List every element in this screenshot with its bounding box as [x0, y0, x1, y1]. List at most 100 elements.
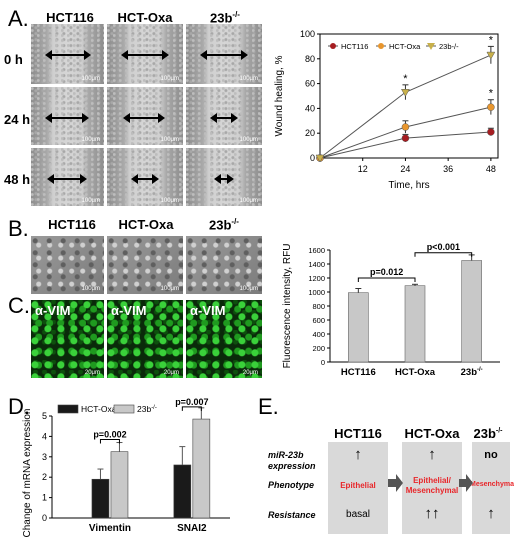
bar	[461, 260, 482, 363]
y-tick-label: 0	[310, 153, 315, 163]
wound-image-hctoxa-24h: 100μm	[107, 87, 183, 145]
wound-image-hct116-24h: 100μm	[31, 87, 104, 145]
data-point	[401, 123, 410, 131]
x-tick-label: HCT116	[341, 367, 376, 378]
y-tick-label: 1	[42, 493, 47, 503]
y-tick-label: 0	[321, 358, 325, 367]
y-tick-label: 4	[42, 431, 47, 441]
p-value-label: p=0.007	[175, 398, 208, 407]
mir-value-23b: no	[484, 449, 498, 461]
x-tick-label: 12	[358, 164, 368, 174]
wound-width-arrow	[200, 50, 248, 60]
phase-image-23b: 100μm	[186, 236, 262, 294]
bar	[404, 285, 426, 363]
wound-healing-line-chart: 0 20 40 60 80 100 12 24 36 48 Time, hrs Wound heali…	[274, 29, 499, 191]
y-tick-label: 800	[312, 302, 325, 311]
phenotype-23b: Mesenchymal	[470, 481, 514, 488]
significance-bracket	[357, 277, 416, 282]
data-point	[487, 128, 495, 136]
scale-bar-label: 100μm	[81, 137, 100, 143]
resistance-hct116: basal	[346, 509, 370, 520]
panel-b-col-hct116: HCT116	[48, 217, 96, 232]
y-tick-label: 3	[42, 452, 47, 462]
wound-width-arrow	[45, 113, 89, 123]
panel-a-col-hct116: HCT116	[46, 10, 94, 25]
wound-width-arrow	[45, 50, 91, 60]
legend-label: HCT-Oxa	[81, 404, 117, 414]
scale-bar-label: 100μm	[239, 137, 258, 143]
bar	[173, 464, 192, 519]
transition-arrow-2	[459, 474, 473, 492]
y-tick-label: 1000	[308, 288, 325, 297]
schematic-box-23b	[472, 442, 510, 534]
x-tick-label: SNAI2	[177, 523, 207, 534]
wound-image-23b-24h: 100μm	[186, 87, 262, 145]
p-value-label: p=0.012	[370, 267, 403, 277]
mir-value-hctoxa: ↑	[428, 446, 436, 463]
wound-width-arrow	[131, 174, 159, 184]
vim-label: α-VIM	[35, 303, 71, 318]
y-tick-label: 200	[312, 344, 325, 353]
legend-marker	[330, 43, 336, 49]
significance-bracket	[181, 406, 202, 411]
x-tick-label: 23b-/-	[461, 367, 483, 378]
scale-bar-label: 100μm	[81, 76, 100, 82]
schematic-header-hctoxa: HCT-Oxa	[404, 426, 460, 441]
significance-star: *	[489, 88, 494, 100]
wound-width-arrow	[121, 50, 169, 60]
phenotype-hctoxa: Epithelial/ Mesenchymal	[405, 476, 459, 495]
significance-star: *	[403, 73, 408, 85]
panel-c-letter: C.	[8, 293, 30, 318]
legend-swatch	[57, 404, 79, 414]
x-tick-label: 24	[400, 164, 410, 174]
panel-b-letter: B.	[8, 216, 29, 241]
scale-bar-label: 100μm	[160, 198, 179, 204]
y-axis-label: Fluorescence intensity, RFU	[282, 244, 293, 369]
y-tick-label: 0	[42, 513, 47, 523]
wound-image-hct116-0h: 100μm	[31, 24, 104, 84]
plot-frame	[319, 33, 499, 159]
significance-bracket	[414, 252, 473, 257]
panel-a-col-23b: 23b-/-	[210, 10, 240, 26]
panel-b-col-hctoxa: HCT-Oxa	[118, 217, 174, 232]
wound-image-hctoxa-0h: 100μm	[107, 24, 183, 84]
transition-arrow-1	[388, 474, 403, 492]
legend-label: 23b-/-	[439, 42, 459, 51]
wound-width-arrow	[214, 174, 234, 184]
fluorescence-bar-chart: 0 200 400 600 800 1000 1200 1400 1600 Fluorescenc…	[282, 242, 500, 378]
vimentin-stain-23b: α-VIM 20μm	[186, 300, 262, 378]
panel-a-letter: A.	[8, 6, 29, 31]
y-tick-label: 400	[312, 330, 325, 339]
y-tick-label: 1600	[308, 246, 325, 255]
x-tick-label: HCT-Oxa	[395, 367, 436, 378]
y-tick-label: 600	[312, 316, 325, 325]
panel-a-row-24h: 24 h	[4, 112, 31, 127]
bar	[110, 451, 129, 519]
mir-value-hct116: ↑	[354, 446, 362, 463]
y-tick-label: 60	[305, 79, 315, 89]
y-axis-label: Change of mRNA expression	[22, 409, 33, 538]
row-label-resistance: Resistance	[268, 510, 316, 520]
bar	[348, 292, 369, 363]
scale-bar-label: 20μm	[163, 370, 179, 376]
data-point	[401, 134, 410, 142]
y-tick-label: 1200	[308, 274, 325, 283]
wound-image-hctoxa-48h: 100μm	[107, 148, 183, 206]
legend-marker	[378, 43, 384, 49]
y-tick-label: 20	[305, 128, 315, 138]
row-label-mir23b: miR-23b expression	[268, 450, 316, 471]
x-tick-label: Vimentin	[89, 523, 131, 534]
legend-label: 23b-/-	[137, 404, 157, 414]
wound-image-23b-0h: 100μm	[186, 24, 262, 84]
phase-image-hctoxa: 100μm	[107, 236, 183, 294]
p-value-label: p=0.002	[93, 429, 126, 439]
data-point	[315, 154, 325, 163]
panel-b-col-23b: 23b-/-	[209, 217, 239, 233]
panel-a-row-48h: 48 h	[4, 172, 31, 187]
scale-bar-label: 100μm	[160, 76, 179, 82]
bar	[192, 418, 211, 519]
scale-bar-label: 100μm	[239, 76, 258, 82]
y-tick-label: 1400	[308, 260, 325, 269]
wound-width-arrow	[123, 113, 165, 123]
wound-image-23b-48h: 100μm	[186, 148, 262, 206]
